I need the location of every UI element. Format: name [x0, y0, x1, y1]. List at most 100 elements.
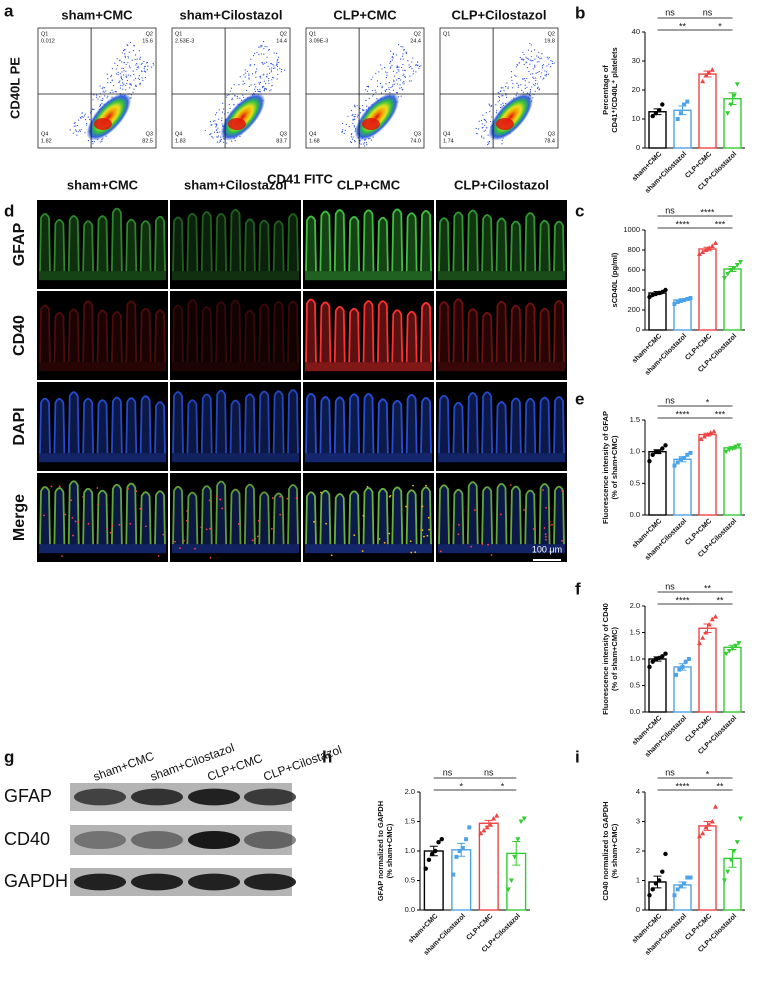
event-dot: [506, 82, 508, 84]
event-dot: [242, 94, 244, 96]
event-dot: [543, 77, 545, 79]
x-tick-label: CLP+CMC: [465, 913, 494, 942]
event-dot: [362, 108, 364, 111]
data-point: [678, 457, 683, 462]
error-bar: [728, 266, 737, 272]
event-dot: [483, 118, 485, 121]
data-point: [436, 839, 441, 845]
event-dot: [78, 119, 80, 121]
event-dot: [87, 116, 89, 118]
event-dot: [391, 85, 393, 88]
event-dot: [395, 79, 398, 81]
event-dot: [111, 67, 114, 70]
data-point: [663, 443, 668, 448]
merge-spot: [545, 535, 547, 538]
lane-label: sham+CMC: [91, 749, 156, 784]
y-axis-label: (% of sham+CMC): [610, 435, 619, 499]
event-dot: [344, 129, 346, 132]
event-dot: [237, 97, 239, 99]
event-dot: [368, 97, 370, 99]
data-point: [697, 251, 702, 256]
event-dot: [532, 60, 534, 62]
data-point: [685, 297, 690, 301]
event-dot: [106, 73, 108, 75]
bar: [698, 433, 717, 516]
event-dot: [357, 114, 359, 116]
event-dot: [505, 96, 508, 98]
merge-spot: [545, 506, 547, 509]
event-dot: [121, 78, 123, 80]
event-dot: [230, 140, 233, 142]
data-point: [697, 640, 702, 646]
event-dot: [133, 88, 135, 90]
event-dot: [375, 91, 377, 93]
data-point: [429, 851, 435, 857]
event-dot: [153, 64, 155, 66]
event-dot: [538, 51, 540, 53]
merge-spot: [378, 538, 381, 540]
y-tick-label: 0.5: [405, 875, 415, 884]
event-dot: [243, 74, 245, 76]
event-dot: [215, 126, 217, 128]
event-dot: [93, 141, 95, 143]
event-dot: [526, 77, 528, 80]
event-dot: [386, 74, 388, 76]
event-dot: [392, 70, 395, 72]
event-dot: [529, 63, 531, 65]
merge-spot: [257, 519, 260, 522]
event-dot: [271, 76, 274, 79]
y-tick-label: 600: [627, 265, 640, 274]
merge-spot: [561, 539, 563, 542]
image-background: [170, 382, 301, 471]
event-dot: [220, 136, 222, 138]
event-dot: [352, 122, 354, 125]
event-dot: [418, 67, 420, 69]
event-dot: [139, 56, 142, 58]
data-point: [663, 851, 668, 857]
significance-label: ****: [675, 409, 690, 419]
row-label: CD40: [11, 315, 28, 356]
event-dot: [101, 87, 103, 90]
merge-spot: [71, 516, 74, 519]
event-dot: [267, 65, 269, 67]
event-dot: [491, 116, 493, 118]
merge-spot: [295, 497, 298, 500]
data-point: [722, 878, 727, 884]
event-dot: [501, 139, 503, 141]
quadrant-value: 0.012: [41, 38, 55, 44]
merge-spot: [425, 484, 427, 487]
villus: [376, 487, 389, 545]
event-dot: [257, 90, 259, 92]
event-dot: [116, 73, 118, 75]
event-dot: [398, 66, 400, 68]
villus: [348, 393, 361, 454]
quadrant-name: Q4: [309, 131, 316, 137]
event-dot: [535, 77, 537, 79]
event-dot: [257, 89, 259, 91]
data-point: [660, 102, 665, 107]
tissue: [305, 298, 432, 372]
merge-spot: [388, 532, 391, 535]
event-dot: [388, 82, 390, 84]
significance-label: *: [706, 769, 710, 779]
event-dot: [476, 133, 478, 135]
event-dot: [396, 83, 399, 85]
event-dot: [391, 59, 393, 61]
villus: [420, 210, 432, 272]
merge-spot: [186, 519, 188, 522]
data-point: [700, 635, 706, 640]
data-point: [734, 82, 740, 87]
event-dot: [390, 66, 392, 68]
event-dot: [348, 126, 350, 128]
image-background: [436, 291, 567, 380]
data-point: [685, 452, 690, 457]
merge-spot: [179, 547, 181, 550]
event-dot: [228, 103, 230, 105]
event-dot: [384, 89, 386, 91]
villus: [200, 306, 213, 363]
merge-spot: [286, 497, 289, 500]
event-dot: [103, 91, 105, 93]
event-dot: [123, 74, 125, 76]
event-dot: [402, 53, 404, 55]
event-dot: [523, 63, 525, 66]
